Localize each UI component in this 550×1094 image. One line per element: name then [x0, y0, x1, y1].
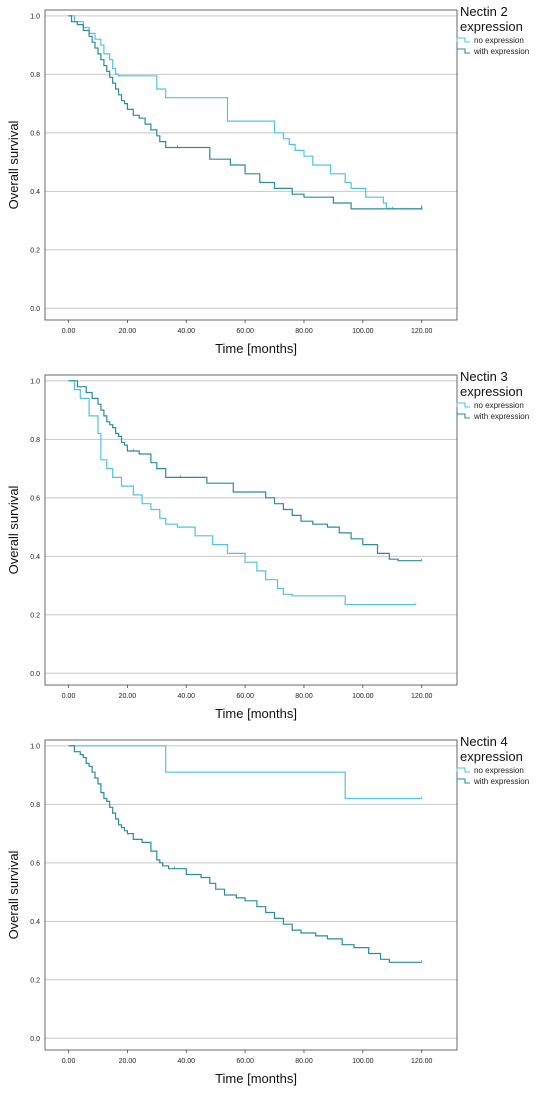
plot-frame	[44, 374, 458, 686]
y-tick-label: 0.6	[30, 495, 40, 502]
chart-svg-nectin-4: 0.0 0.2 0.4 0.6 0.8 1.0 0.00 20.00 40.00 60.00 80.…	[6, 734, 529, 1086]
legend-swatch	[456, 48, 470, 54]
x-tick-label: 80.00	[295, 693, 313, 700]
x-axis-title: Time [months]	[215, 1071, 297, 1086]
legend-swatch	[456, 767, 470, 773]
y-tick-label: 0.6	[30, 860, 40, 867]
chart-svg-nectin-3: 0.0 0.2 0.4 0.6 0.8 1.0 0.00 20.00 40.00 60.00 80.…	[6, 369, 529, 721]
y-axis-title: Overall survival	[6, 850, 21, 939]
legend-swatch	[456, 402, 470, 408]
chart-panel-nectin-2: 0.0 0.2 0.4 0.6 0.8 1.0 0.00 20.00 40.00 60.00 80.…	[0, 0, 550, 365]
legend-swatch	[456, 413, 470, 419]
x-tick-label: 0.00	[62, 1058, 76, 1065]
legend-title: Nectin 4	[460, 734, 508, 749]
y-tick-label: 1.0	[30, 13, 40, 20]
y-tick-label: 0.8	[30, 437, 40, 444]
y-tick-label: 0.2	[30, 612, 40, 619]
legend-swatch	[456, 37, 470, 43]
plot-frame	[44, 9, 458, 321]
plot-frame	[44, 739, 458, 1051]
y-tick-label: 0.4	[30, 189, 40, 196]
y-tick-label: 0.8	[30, 802, 40, 809]
y-tick-label: 0.6	[30, 130, 40, 137]
x-tick-label: 100.00	[352, 328, 374, 335]
x-tick-label: 120.00	[411, 1058, 433, 1065]
y-tick-label: 0.2	[30, 247, 40, 254]
series-line-no-expression	[68, 380, 416, 606]
legend-title: expression	[460, 19, 523, 34]
chart-panel-nectin-3: 0.0 0.2 0.4 0.6 0.8 1.0 0.00 20.00 40.00 60.00 80.…	[0, 365, 550, 730]
y-tick-label: 0.2	[30, 977, 40, 984]
x-tick-label: 40.00	[177, 328, 195, 335]
y-tick-label: 0.0	[30, 671, 40, 678]
series-line-no-expression	[68, 15, 423, 210]
y-axis-title: Overall survival	[6, 120, 21, 209]
x-tick-label: 80.00	[295, 1058, 313, 1065]
series-line-with-expression	[68, 380, 422, 562]
x-tick-label: 40.00	[177, 1058, 195, 1065]
x-tick-label: 20.00	[119, 693, 137, 700]
legend-title: expression	[460, 749, 523, 764]
series-line-with-expression	[68, 745, 422, 963]
legend-title: Nectin 3	[460, 369, 508, 384]
legend-label: no expression	[474, 766, 524, 775]
y-tick-label: 0.8	[30, 72, 40, 79]
y-tick-label: 1.0	[30, 743, 40, 750]
legend-title: expression	[460, 384, 523, 399]
y-tick-label: 0.0	[30, 306, 40, 313]
x-tick-label: 40.00	[177, 693, 195, 700]
series-line-with-expression	[68, 15, 423, 210]
x-tick-label: 0.00	[62, 693, 76, 700]
chart-svg-nectin-2: 0.0 0.2 0.4 0.6 0.8 1.0 0.00 20.00 40.00 60.00 80.…	[6, 4, 529, 356]
x-tick-label: 0.00	[62, 328, 76, 335]
x-tick-label: 60.00	[236, 693, 254, 700]
x-tick-label: 60.00	[236, 1058, 254, 1065]
x-tick-label: 100.00	[352, 693, 374, 700]
y-tick-label: 0.0	[30, 1036, 40, 1043]
x-tick-label: 80.00	[295, 328, 313, 335]
legend-label: with expression	[473, 777, 529, 786]
y-tick-label: 1.0	[30, 378, 40, 385]
x-axis-title: Time [months]	[215, 706, 297, 721]
x-tick-label: 100.00	[352, 1058, 374, 1065]
y-axis-title: Overall survival	[6, 485, 21, 574]
legend-label: with expression	[473, 47, 529, 56]
x-axis-title: Time [months]	[215, 341, 297, 356]
x-tick-label: 120.00	[411, 328, 433, 335]
legend-label: no expression	[474, 401, 524, 410]
x-tick-label: 20.00	[119, 328, 137, 335]
chart-panel-nectin-4: 0.0 0.2 0.4 0.6 0.8 1.0 0.00 20.00 40.00 60.00 80.…	[0, 730, 550, 1094]
legend-label: with expression	[473, 412, 529, 421]
series-line-no-expression	[68, 745, 422, 800]
legend-title: Nectin 2	[460, 4, 508, 19]
legend-label: no expression	[474, 36, 524, 45]
x-tick-label: 60.00	[236, 328, 254, 335]
x-tick-label: 20.00	[119, 1058, 137, 1065]
legend-swatch	[456, 778, 470, 784]
y-tick-label: 0.4	[30, 919, 40, 926]
x-tick-label: 120.00	[411, 693, 433, 700]
y-tick-label: 0.4	[30, 554, 40, 561]
